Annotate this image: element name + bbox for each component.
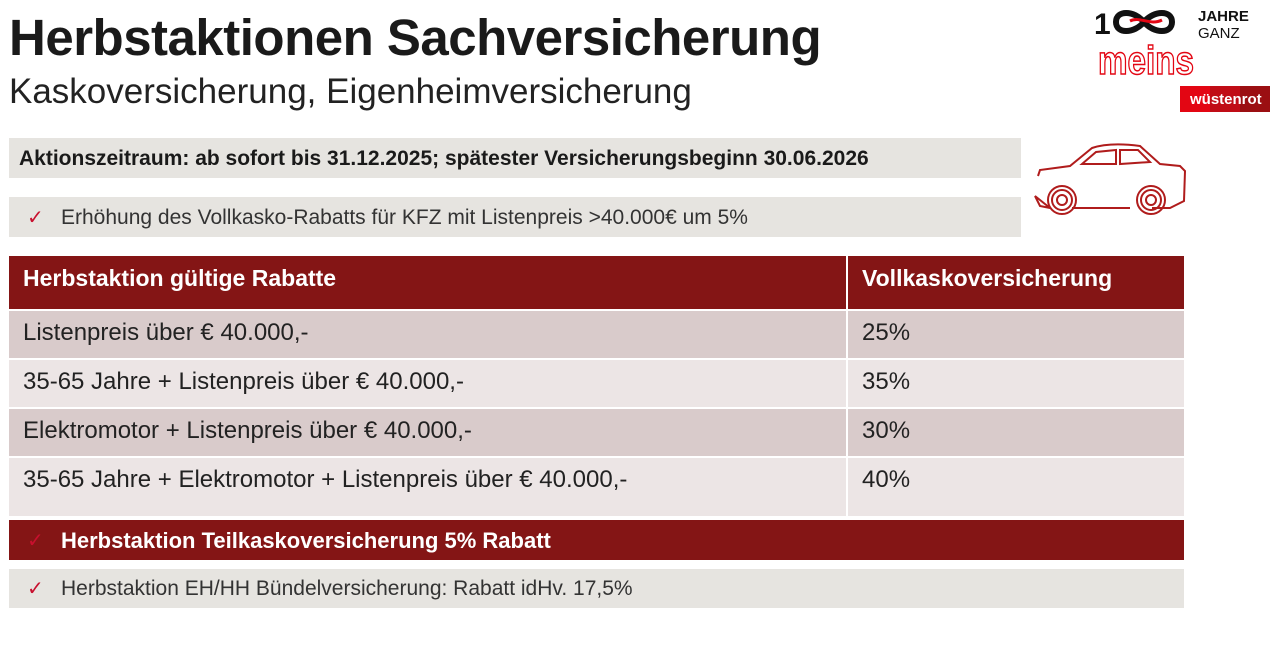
check-icon: ✓ <box>27 578 44 600</box>
teilkasko-bar: ✓ Herbstaktion Teilkaskoversicherung 5% … <box>9 520 1184 560</box>
row-discount: 35% <box>862 368 911 395</box>
wuestenrot-logo: 1 JAHRE GANZ meins wüstenrot <box>1094 4 1270 112</box>
row-discount: 25% <box>862 319 911 346</box>
bundle-text: Herbstaktion EH/HH Bündelversicherung: R… <box>61 577 633 600</box>
row-condition: Elektromotor + Listenpreis über € 40.000… <box>9 409 848 456</box>
vollkasko-hint-text: Erhöhung des Vollkasko-Rabatts für KFZ m… <box>61 206 748 229</box>
row-discount: 40% <box>862 466 911 493</box>
row-condition: 35-65 Jahre + Elektromotor + Listenpreis… <box>9 458 848 516</box>
check-icon: ✓ <box>27 530 44 552</box>
header-discounts: Herbstaktion gültige Rabatte <box>9 256 848 309</box>
teilkasko-text: Herbstaktion Teilkaskoversicherung 5% Ra… <box>61 528 551 553</box>
row-discount: 30% <box>862 417 911 444</box>
vollkasko-hint: ✓ Erhöhung des Vollkasko-Rabatts für KFZ… <box>9 197 1021 237</box>
table-row: 35-65 Jahre + Elektromotor + Listenpreis… <box>9 458 1184 518</box>
campaign-period-bar: Aktionszeitraum: ab sofort bis 31.12.202… <box>9 138 1021 178</box>
page-title: Herbstaktionen Sachversicherung <box>9 9 822 66</box>
campaign-period-text: Aktionszeitraum: ab sofort bis 31.12.202… <box>19 147 869 170</box>
table-row: 35-65 Jahre + Listenpreis über € 40.000,… <box>9 360 1184 409</box>
page-subtitle: Kaskoversicherung, Eigenheimversicherung <box>9 72 692 111</box>
header-vollkasko: Vollkaskoversicherung <box>862 265 1113 291</box>
logo-meins: meins <box>1098 39 1194 83</box>
svg-text:1: 1 <box>1094 8 1111 41</box>
discount-table: Herbstaktion gültige Rabatte Vollkaskove… <box>9 256 1184 518</box>
row-condition: 35-65 Jahre + Listenpreis über € 40.000,… <box>9 360 848 407</box>
table-header-row: Herbstaktion gültige Rabatte Vollkaskove… <box>9 256 1184 311</box>
logo-jahre: JAHRE <box>1198 8 1249 25</box>
bundle-bar: ✓ Herbstaktion EH/HH Bündelversicherung:… <box>9 569 1184 608</box>
table-row: Elektromotor + Listenpreis über € 40.000… <box>9 409 1184 458</box>
table-row: Listenpreis über € 40.000,- 25% <box>9 311 1184 360</box>
check-icon: ✓ <box>27 207 44 229</box>
car-icon <box>1030 136 1190 221</box>
row-condition: Listenpreis über € 40.000,- <box>9 311 848 358</box>
logo-brand: wüstenrot <box>1189 91 1262 108</box>
logo-ganz: GANZ <box>1198 25 1240 42</box>
